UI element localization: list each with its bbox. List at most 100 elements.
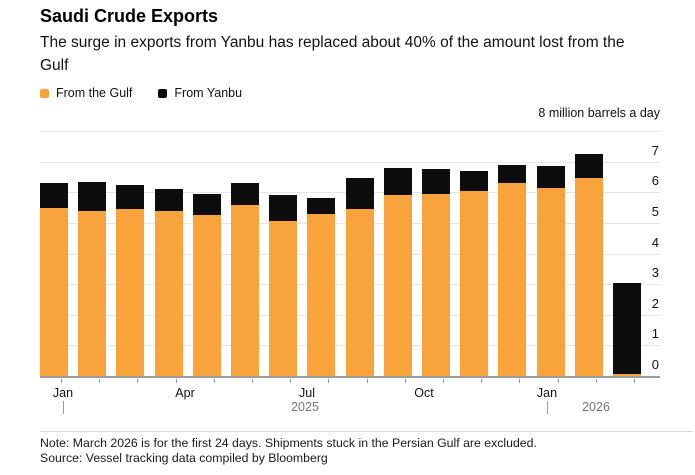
bar-aug-2025 xyxy=(345,178,374,376)
x-axis: Jan Apr Jul Oct Jan 2025 2026 xyxy=(40,377,695,417)
x-tick-label-4: Jan xyxy=(536,386,558,400)
bar-segment-gulf xyxy=(192,215,221,376)
axis-minor-tick xyxy=(61,379,62,383)
bar-dec-2024 xyxy=(40,183,68,376)
gridline-8 xyxy=(40,131,660,132)
x-tick-label-2: Jul xyxy=(299,386,315,400)
y-tick-label-7: 7 xyxy=(651,142,659,158)
bar-feb-2025 xyxy=(116,184,145,376)
bar-segment-yanbu xyxy=(40,183,68,208)
bar-jan-2025 xyxy=(78,181,107,376)
year-boundary-tick xyxy=(547,401,548,414)
bar-segment-yanbu xyxy=(613,282,641,375)
axis-minor-tick xyxy=(290,379,292,383)
axis-minor-tick xyxy=(595,379,597,383)
bar-feb-2026 xyxy=(574,153,603,376)
bar-jun-2025 xyxy=(269,195,298,376)
bar-segment-gulf xyxy=(613,374,641,376)
bar-segment-yanbu xyxy=(116,184,145,210)
axis-minor-tick xyxy=(252,379,253,383)
bar-mar-2025 xyxy=(154,189,183,376)
bar-segment-gulf xyxy=(345,209,374,376)
y-tick-label-0: 0 xyxy=(651,357,659,372)
bar-oct-2025 xyxy=(422,169,450,376)
y-tick-label-1: 1 xyxy=(651,326,659,342)
axis-minor-tick xyxy=(481,379,483,383)
y-tick-label-6: 6 xyxy=(651,173,659,189)
year-boundary-tick xyxy=(63,401,64,414)
axis-minor-tick xyxy=(519,379,521,383)
bar-segment-gulf xyxy=(383,195,412,376)
bar-segment-gulf xyxy=(154,210,183,376)
bar-segment-yanbu xyxy=(574,153,603,179)
bar-sep-2025 xyxy=(383,167,412,376)
year-label-2026: 2026 xyxy=(582,400,610,414)
axis-minor-tick xyxy=(557,379,559,383)
x-tick-label-0: Jan xyxy=(52,386,74,400)
axis-minor-tick xyxy=(213,379,215,383)
bar-segment-gulf xyxy=(536,187,565,376)
bar-mar-2026 xyxy=(613,282,641,376)
plot-area: 7 6 5 4 3 2 1 0 xyxy=(40,131,660,378)
bar-segment-yanbu xyxy=(498,164,527,184)
axis-minor-tick xyxy=(99,379,101,383)
year-label-2025: 2025 xyxy=(291,400,319,414)
x-tick-label-3: Oct xyxy=(414,386,434,400)
bar-segment-gulf xyxy=(422,193,450,376)
legend-label-gulf: From the Gulf xyxy=(56,86,133,100)
bar-segment-yanbu xyxy=(192,193,221,216)
bar-segment-yanbu xyxy=(383,167,412,196)
chart-subtitle: The surge in exports from Yanbu has repl… xyxy=(40,34,625,74)
bar-segment-gulf xyxy=(460,190,489,376)
bar-may-2025 xyxy=(231,183,259,376)
bar-segment-yanbu xyxy=(345,178,374,210)
gulf-swatch-icon xyxy=(40,88,49,98)
bar-segment-gulf xyxy=(498,183,527,376)
legend-item-yanbu: From Yanbu xyxy=(158,86,242,100)
axis-minor-tick xyxy=(175,379,177,383)
bar-segment-yanbu xyxy=(78,181,107,211)
bar-segment-gulf xyxy=(231,204,259,376)
bar-segment-yanbu xyxy=(422,169,450,194)
chart-legend: From the Gulf From Yanbu xyxy=(40,86,242,100)
footer-divider xyxy=(40,431,693,432)
axis-minor-tick xyxy=(443,379,444,383)
axis-minor-tick xyxy=(137,379,139,383)
bar-segment-yanbu xyxy=(269,195,298,222)
legend-item-gulf: From the Gulf xyxy=(40,86,132,100)
bar-segment-yanbu xyxy=(154,189,183,211)
bar-segment-gulf xyxy=(307,213,336,376)
bar-segment-yanbu xyxy=(231,183,259,205)
x-tick-label-1: Apr xyxy=(175,386,195,400)
y-tick-label-2: 2 xyxy=(651,295,659,311)
bar-segment-gulf xyxy=(78,210,107,376)
y-tick-label-5: 5 xyxy=(651,203,659,219)
bar-segment-yanbu xyxy=(307,198,336,214)
gridline-7 xyxy=(40,161,660,163)
chart-note: Note: March 2026 is for the first 24 day… xyxy=(40,436,537,450)
axis-minor-tick xyxy=(634,379,635,383)
legend-label-yanbu: From Yanbu xyxy=(174,86,243,100)
bar-segment-gulf xyxy=(269,221,298,376)
bar-segment-gulf xyxy=(116,209,145,376)
axis-unit-label: 8 million barrels a day xyxy=(538,106,660,120)
yanbu-swatch-icon xyxy=(158,88,168,98)
axis-minor-tick xyxy=(328,379,330,383)
page-title: Saudi Crude Exports xyxy=(40,6,219,26)
bar-apr-2025 xyxy=(192,193,221,376)
bar-segment-yanbu xyxy=(460,170,489,191)
bar-segment-gulf xyxy=(40,207,68,376)
y-tick-label-4: 4 xyxy=(651,234,659,250)
bar-jan-2026 xyxy=(536,166,565,376)
chart-source: Source: Vessel tracking data compiled by… xyxy=(40,451,328,465)
bar-jul-2025 xyxy=(307,198,336,376)
axis-minor-tick xyxy=(404,379,406,383)
bar-nov-2025 xyxy=(460,170,489,376)
axis-minor-tick xyxy=(366,379,368,383)
bar-segment-yanbu xyxy=(536,166,565,188)
x-axis-baseline xyxy=(40,376,660,378)
bar-dec-2025 xyxy=(498,164,527,376)
bar-segment-gulf xyxy=(574,178,603,376)
y-tick-label-3: 3 xyxy=(651,265,659,281)
